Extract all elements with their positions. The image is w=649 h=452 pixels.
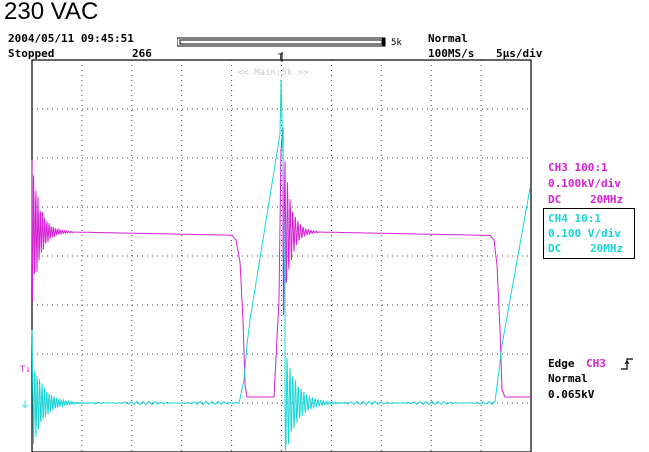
trigger-position-marker: T (278, 52, 284, 63)
rising-edge-icon (621, 358, 633, 370)
ch3-trigger-level-marker: T↓ (20, 365, 31, 375)
memory-length-label: 5k (391, 38, 402, 48)
trigger-mode-readout: Normal (428, 32, 468, 45)
ch4-bandwidth: 20MHz (590, 242, 624, 255)
acquisition-count: 266 (132, 47, 152, 60)
ch4-coupling: DC (548, 242, 562, 255)
ch4-name: CH4 10:1 (548, 212, 601, 225)
main-window-label: << Main:5k >> (238, 68, 309, 78)
ch4-scale: 0.100 V/div (548, 227, 621, 240)
sample-rate-readout: 100MS/s (428, 47, 475, 60)
timebase-readout: 5µs/div (496, 47, 543, 60)
datetime-readout: 2004/05/11 09:45:51 (8, 32, 134, 45)
trigger-type: Edge (548, 357, 575, 370)
ch4-info-box[interactable] (543, 208, 635, 259)
trigger-source: CH3 (586, 357, 606, 370)
page-title: 230 VAC (4, 0, 99, 25)
trigger-position-label: T (278, 53, 284, 63)
ch3-waveform (31, 127, 531, 398)
ch3-bandwidth: 20MHz (590, 193, 624, 206)
ch3-name: CH3 100:1 (548, 161, 608, 174)
acquisition-status: Stopped (8, 47, 55, 60)
trigger-level: 0.065kV (548, 388, 595, 401)
ch4-waveform (31, 79, 531, 451)
ch3-coupling: DC (548, 193, 562, 206)
ch4-ground-marker: ⏚ (20, 399, 30, 411)
trigger-mode: Normal (548, 372, 588, 385)
ch3-scale: 0.100kV/div (548, 177, 621, 190)
memory-position-bar[interactable] (177, 37, 393, 47)
